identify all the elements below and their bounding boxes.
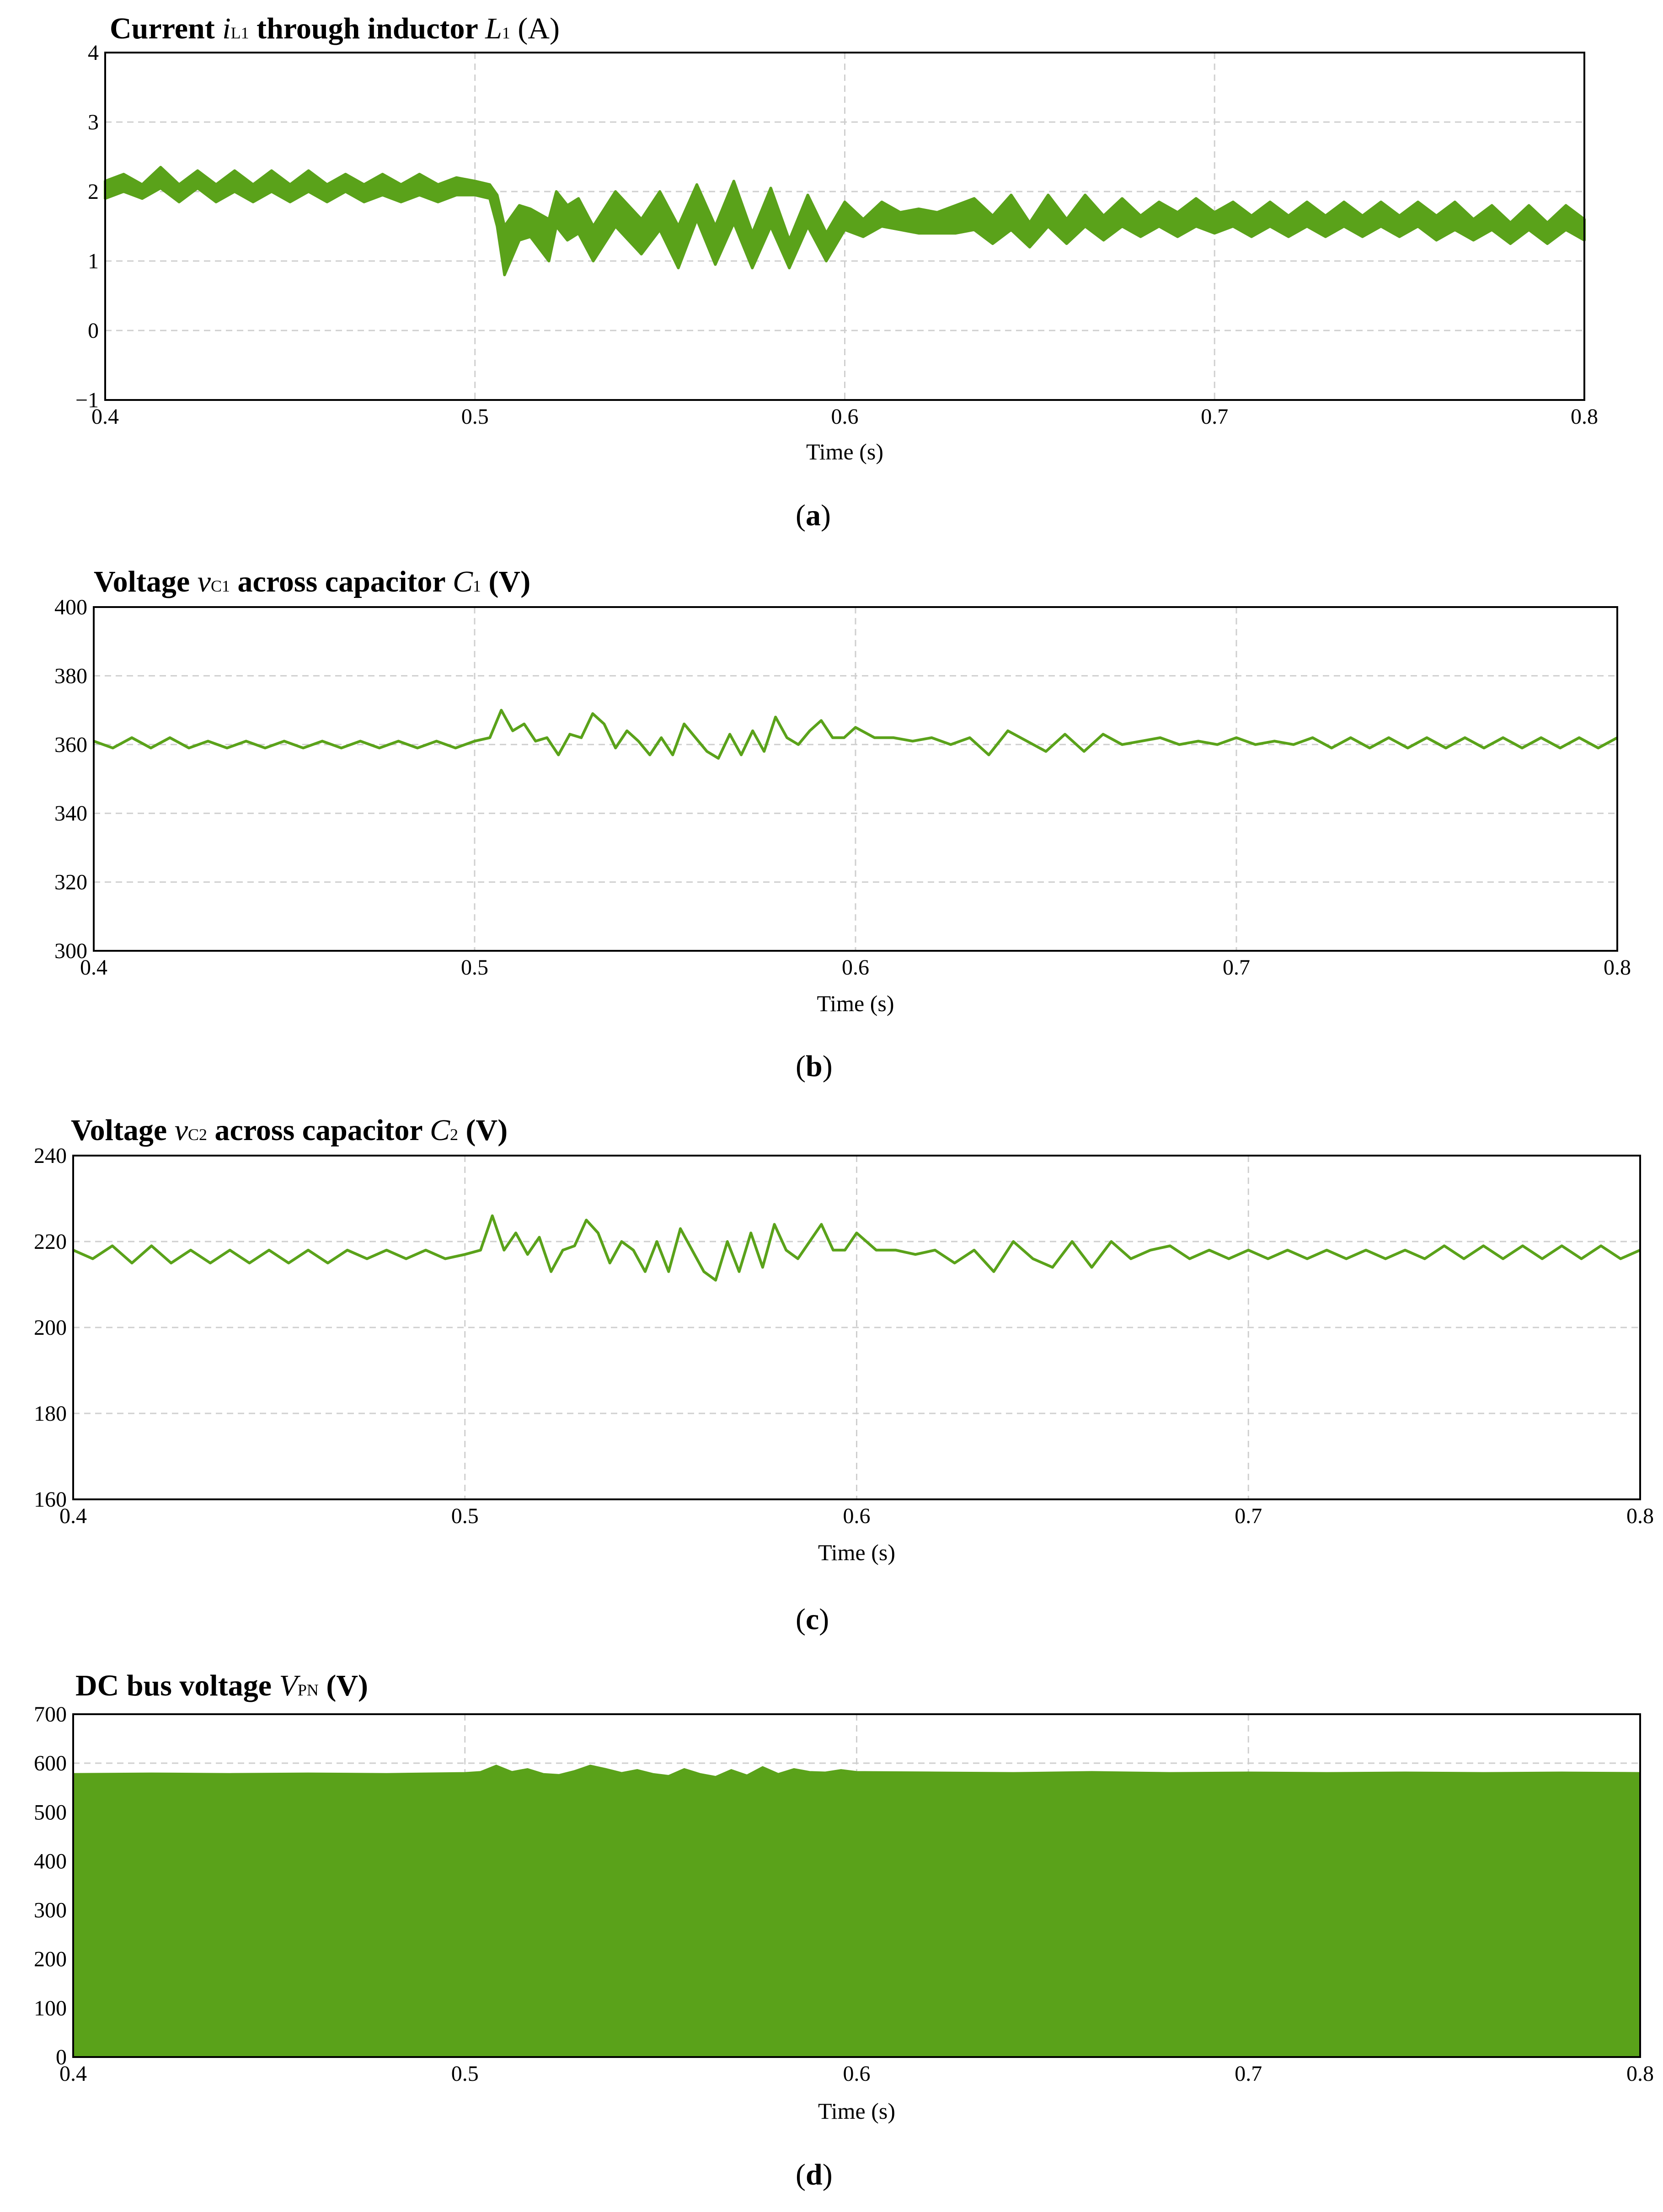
plot-frame: [104, 52, 1585, 401]
x-tick-label: 0.8: [1626, 1504, 1654, 1528]
chart-caption-c: (c): [796, 1603, 829, 1636]
y-tick-label: 160: [34, 1487, 67, 1512]
y-tick-label: 400: [54, 595, 87, 619]
chart-svg-d: 0 100 200 300 400 500 600 700 0.4 0.5 0.6 0.7 0.8 Tim…: [34, 1702, 1654, 2124]
x-tick-label: 0.4: [91, 405, 119, 429]
series-band: [104, 165, 1586, 277]
chart-title-c: Voltage vC2 across capacitor C2 (V): [71, 1114, 508, 1147]
chart-caption-a: (a): [796, 499, 831, 532]
chart-svg-a: −1 0 1 2 3 4 0.4 0.5 0.6 0.7 0.8 Time (s): [75, 41, 1598, 464]
x-tick-label: 0.8: [1604, 955, 1631, 980]
chart-title-d: DC bus voltage VPN (V): [75, 1669, 369, 1702]
y-tick-label: 500: [34, 1800, 67, 1824]
chart-svg-b: 300 320 340 360 380 400 0.4 0.5 0.6 0.7 0.8 Time (s…: [54, 595, 1631, 1016]
x-tick-label: 0.6: [842, 955, 869, 980]
chart-caption-b: (b): [796, 1050, 833, 1083]
series-area: [72, 1764, 1641, 2058]
y-tick-label: 340: [54, 801, 87, 826]
y-tick-label: 220: [34, 1230, 67, 1254]
y-tick-label: 200: [34, 1947, 67, 1972]
y-tick-label: 600: [34, 1751, 67, 1775]
y-tick-label: 700: [34, 1702, 67, 1727]
y-tick-label: 100: [34, 1996, 67, 2020]
chart-panel-a: Current iL1 through inductor L1 (A) −1 0 1…: [0, 0, 1663, 549]
x-tick-label: 0.6: [843, 1504, 871, 1528]
x-axis-label: Time (s): [818, 2098, 895, 2124]
y-tick-label: −1: [75, 388, 99, 412]
series-line: [93, 709, 1618, 760]
y-tick-label: 0: [56, 2045, 67, 2069]
plot-frame: [72, 1713, 1641, 2058]
x-tick-label: 0.7: [1235, 2062, 1262, 2086]
y-tick-label: 200: [34, 1316, 67, 1340]
y-tick-label: 300: [34, 1898, 67, 1923]
x-tick-label: 0.5: [461, 405, 489, 429]
x-axis-label: Time (s): [806, 439, 883, 464]
plot-frame: [93, 606, 1618, 952]
x-tick-label: 0.4: [80, 955, 107, 980]
y-tick-label: 180: [34, 1402, 67, 1426]
y-tick-label: 300: [54, 939, 87, 963]
x-tick-label: 0.5: [451, 1504, 479, 1528]
x-tick-label: 0.6: [831, 405, 859, 429]
x-tick-label: 0.4: [59, 1504, 87, 1528]
x-tick-label: 0.8: [1571, 405, 1598, 429]
x-tick-label: 0.7: [1201, 405, 1228, 429]
y-tick-label: 320: [54, 870, 87, 895]
x-tick-label: 0.5: [451, 2062, 479, 2086]
y-tick-label: 400: [34, 1849, 67, 1873]
y-tick-label: 240: [34, 1144, 67, 1168]
x-tick-label: 0.7: [1235, 1504, 1262, 1528]
x-tick-label: 0.8: [1626, 2062, 1654, 2086]
chart-panel-b: Voltage vC1 across capacitor C1 (V) 300 3…: [0, 549, 1663, 1102]
x-axis-label: Time (s): [818, 1540, 895, 1565]
y-tick-label: 360: [54, 733, 87, 757]
y-tick-label: 1: [88, 249, 99, 273]
chart-panel-c: Voltage vC2 across capacitor C2 (V) 160 1…: [0, 1102, 1663, 1655]
x-tick-label: 0.5: [461, 955, 488, 980]
y-tick-label: 3: [88, 110, 99, 134]
y-tick-label: 4: [88, 41, 99, 65]
y-tick-label: 2: [88, 180, 99, 204]
chart-title-a: Current iL1 through inductor L1 (A): [110, 12, 560, 45]
chart-svg-c: 160 180 200 220 240 0.4 0.5 0.6 0.7 0.8 Time (s): [34, 1144, 1654, 1565]
series-line: [72, 1214, 1641, 1282]
chart-caption-d: (d): [796, 2158, 833, 2191]
y-tick-label: 380: [54, 664, 87, 688]
chart-panel-d: DC bus voltage VPN (V) 0 100 200 300 400 500 6…: [0, 1655, 1663, 2212]
x-tick-label: 0.7: [1223, 955, 1250, 980]
x-tick-label: 0.4: [59, 2062, 87, 2086]
plot-frame: [72, 1155, 1641, 1500]
y-tick-label: 0: [88, 319, 99, 343]
x-axis-label: Time (s): [817, 991, 894, 1016]
chart-title-b: Voltage vC1 across capacitor C1 (V): [94, 565, 531, 598]
x-tick-label: 0.6: [843, 2062, 871, 2086]
